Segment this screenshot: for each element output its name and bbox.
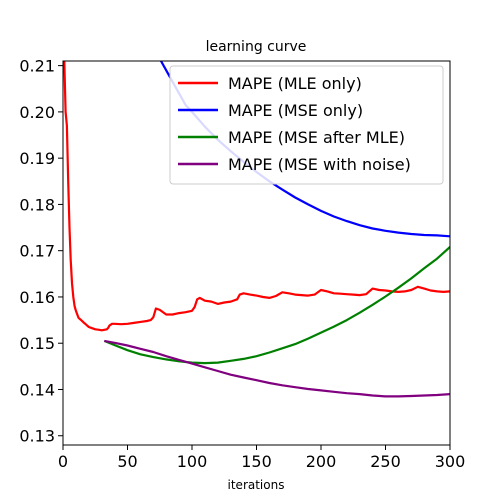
legend-box: [169, 65, 444, 185]
y-axis: 0.13 0.14 0.15 0.16 0.17 0.18 0.19 0.20 0.21: [19, 57, 63, 446]
series-line-4: [104, 339, 450, 398]
y-tick-label: 0.15: [19, 334, 55, 353]
x-axis: 0 50 100 150 200 250 300: [58, 445, 465, 471]
chart-title: learning curve: [206, 39, 307, 55]
y-tick-label: 0.21: [19, 57, 55, 76]
series-line-3: [103, 246, 450, 365]
y-tick-label: 0.13: [19, 427, 55, 446]
x-tick-label: 150: [241, 452, 272, 471]
y-tick-label: 0.20: [19, 103, 55, 122]
y-tick-label: 0.14: [19, 380, 55, 399]
x-tick-label: 250: [370, 452, 401, 471]
legend: MAPE (MLE only) MAPE (MSE only) MAPE (MSE …: [169, 65, 444, 185]
legend-label: MAPE (MSE with noise): [228, 155, 411, 174]
legend-label: MAPE (MSE only): [228, 101, 363, 120]
x-tick-label: 100: [177, 452, 208, 471]
x-tick-label: 0: [58, 452, 68, 471]
x-axis-label: iterations: [228, 478, 285, 492]
x-tick-label: 200: [306, 452, 337, 471]
y-tick-label: 0.16: [19, 288, 55, 307]
series-line-1: [63, 61, 450, 332]
legend-label: MAPE (MSE after MLE): [228, 128, 405, 147]
x-tick-label: 300: [435, 452, 466, 471]
y-tick-label: 0.17: [19, 242, 55, 261]
y-tick-label: 0.18: [19, 195, 55, 214]
x-tick-label: 50: [117, 452, 137, 471]
y-tick-label: 0.19: [19, 149, 55, 168]
legend-label: MAPE (MLE only): [228, 74, 362, 93]
